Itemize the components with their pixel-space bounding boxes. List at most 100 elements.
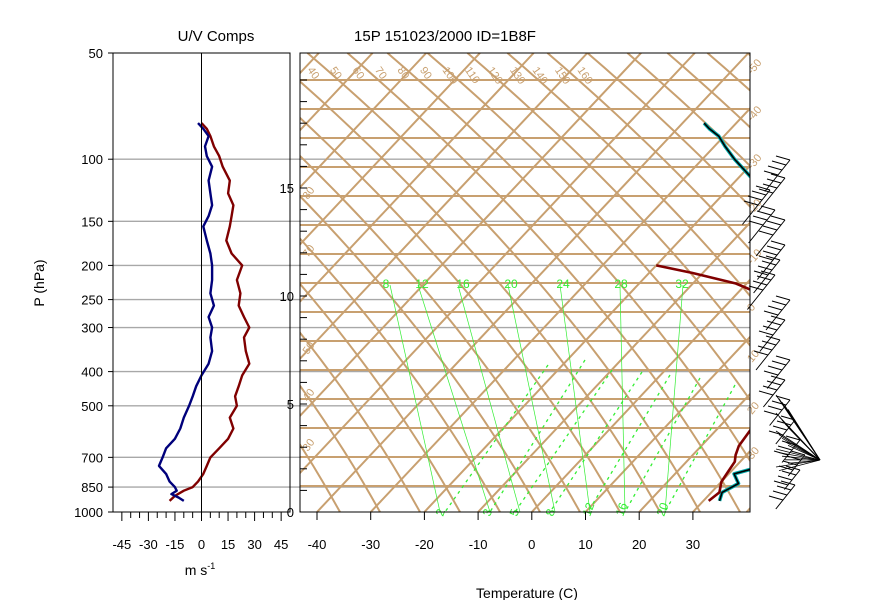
pressure-tick-label: 150 (81, 214, 103, 229)
adiabat-label: 60 (350, 65, 367, 82)
dry-adiabat-line (300, 116, 621, 512)
height-tick-labels: 0 5 10 15 (280, 79, 307, 520)
temperature-tick-label: 0 (528, 537, 535, 552)
dry-adiabat-line (466, 53, 750, 348)
isotherm-line (300, 53, 696, 475)
wind-barb-flag (767, 305, 783, 311)
mixing-ratio-line (389, 284, 441, 512)
isotherm-line (854, 53, 887, 512)
wind-barb-flag (763, 170, 779, 176)
dry-adiabat-line (300, 194, 541, 512)
wind-barb-flag (757, 345, 773, 351)
pressure-tick-label: 500 (81, 399, 103, 414)
u-component-line (168, 122, 251, 502)
wind-barb-flag (781, 440, 797, 446)
dry-adiabat-line (300, 80, 661, 512)
wind-barb-flag (765, 335, 781, 341)
temperature-axis-title: Temperature (C) (476, 585, 578, 600)
wind-barb-flag (766, 245, 782, 251)
wind-barb-flag (756, 275, 772, 281)
pressure-tick-label: 850 (81, 480, 103, 495)
dry-adiabat-line (300, 237, 501, 512)
wind-axis-unit: m s (185, 562, 208, 578)
height-tick-label: 15 (280, 181, 294, 196)
wind-barb-staff (784, 469, 801, 490)
wind-barb-flag (775, 395, 791, 401)
wind-barb-flag (767, 165, 783, 171)
saturated-adiabat-line (514, 369, 613, 512)
temperature-tick-label: -10 (469, 537, 488, 552)
mixing-ratio-lines (389, 284, 736, 512)
wind-barb-staff (775, 459, 821, 468)
wind-barb-flag (752, 280, 768, 286)
pressure-axis-title: P (hPa) (31, 259, 47, 306)
isotherm-line (745, 506, 750, 512)
wind-barb-flag (762, 325, 778, 331)
mixing-ratio-line (507, 284, 556, 512)
isotherm-line (316, 53, 750, 512)
isotherm-label: -40 (745, 104, 764, 124)
wind-barb-flag (752, 215, 768, 221)
adiabat-label: 150 (552, 65, 572, 87)
saturated-adiabat-line (489, 359, 586, 512)
wind-tick-labels: -45 -30 -15 0 15 30 45 (112, 512, 288, 552)
adiabat-label: 90 (417, 65, 434, 82)
mixing-ratio-line (559, 284, 591, 512)
wind-barb-flag (777, 445, 793, 451)
adiabat-label: 80 (395, 65, 412, 82)
wind-barb-flag (770, 240, 786, 246)
wind-barb-flag (770, 315, 786, 321)
mixing-ratio-line (417, 284, 491, 512)
wind-tick-label: 15 (221, 537, 235, 552)
wind-barb-flag (777, 475, 793, 481)
temperature-tick-label: -20 (415, 537, 434, 552)
wind-barb-staff (759, 319, 786, 352)
wind-barb-flag (775, 295, 791, 301)
wind-barb-flag (757, 265, 773, 271)
isotherm-line (300, 53, 642, 418)
wind-tick-label: -45 (112, 537, 131, 552)
wind-barb-flag (761, 340, 777, 346)
isotherm-line (300, 53, 374, 132)
wind-barb-flag (767, 405, 783, 411)
wind-barb-flag (758, 188, 774, 194)
dry-adiabat-line (0, 53, 100, 512)
wind-barb-flag (772, 490, 788, 496)
wind-barb-staff (778, 452, 821, 461)
dry-adiabat-line (300, 154, 581, 512)
wind-barb-staff (769, 399, 791, 426)
wind-barb-flag (763, 310, 779, 316)
mixing-ratio-label: 12 (580, 500, 598, 518)
wind-barb-flag (760, 270, 776, 276)
wind-barb-flag (771, 360, 787, 366)
isotherm-label: 70 (301, 243, 318, 260)
wind-barb-staff (775, 419, 796, 445)
dry-adiabat-line (300, 384, 381, 512)
isotherm-line (584, 335, 750, 512)
wind-barb-staff (775, 484, 796, 510)
adiabat-label: 100 (440, 65, 460, 87)
isotherm-line (300, 53, 481, 246)
height-tick-label: 5 (287, 397, 294, 412)
wind-barb-staff (787, 427, 821, 461)
adiabat-label: 50 (327, 65, 344, 82)
temperature-tick-label: 10 (578, 537, 592, 552)
wind-barb-flag (771, 300, 787, 306)
wind-barb-flag (778, 465, 794, 471)
isotherm-line (0, 53, 158, 512)
wind-barb-staff (787, 445, 821, 461)
isotherm-line (423, 164, 750, 512)
pressure-tick-labels: 50 100 150 200 250 300 400 500 700 850 1000 (74, 46, 113, 520)
mixing-ratio-label: 32 (675, 277, 689, 291)
mixing-ratio-label: 28 (614, 277, 628, 291)
uv-series-lines (157, 122, 251, 502)
wind-barb-flag (748, 220, 764, 226)
wind-barb-flag (785, 465, 801, 471)
dry-adiabat-line (306, 53, 701, 512)
wind-barb-flag (758, 255, 774, 261)
wind-barb-flag (753, 270, 769, 276)
skewt-panel: 40 50 60 70 80 90 100 110 120 130 140 150 1603020100… (0, 28, 887, 600)
isotherm-label: 20 (745, 400, 762, 417)
wind-barb-flag (762, 385, 778, 391)
